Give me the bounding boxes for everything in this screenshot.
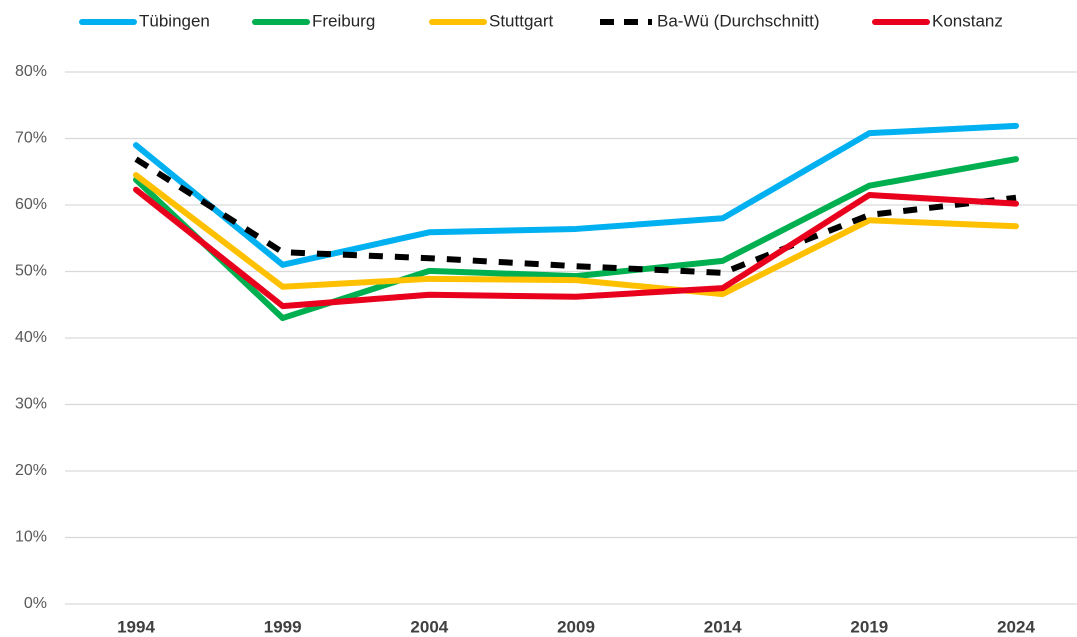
y-tick-label: 50%: [15, 263, 47, 280]
y-tick-label: 30%: [15, 396, 47, 413]
series-line: [133, 156, 1019, 322]
series-line: [133, 172, 1019, 298]
y-tick-label: 80%: [15, 63, 47, 80]
y-tick-label: 0%: [24, 595, 47, 612]
legend-label: Ba-Wü (Durchschnitt): [657, 11, 819, 30]
x-tick-label: 2014: [704, 617, 742, 636]
legend-label: Konstanz: [932, 11, 1003, 30]
x-tick-label: 1994: [117, 617, 155, 636]
x-tick-label: 1999: [264, 617, 302, 636]
x-tick-label: 2004: [410, 617, 448, 636]
y-tick-label: 60%: [15, 196, 47, 213]
y-tick-label: 40%: [15, 329, 47, 346]
legend-label: Tübingen: [139, 11, 210, 30]
y-tick-label: 10%: [15, 529, 47, 546]
legend-label: Stuttgart: [489, 11, 554, 30]
series-line: [133, 122, 1019, 268]
legend-label: Freiburg: [312, 11, 375, 30]
series-line: [133, 186, 1019, 310]
y-tick-label: 20%: [15, 462, 47, 479]
x-tick-label: 2024: [997, 617, 1035, 636]
x-tick-label: 2019: [850, 617, 888, 636]
x-tick-label: 2009: [557, 617, 595, 636]
y-tick-label: 70%: [15, 130, 47, 147]
